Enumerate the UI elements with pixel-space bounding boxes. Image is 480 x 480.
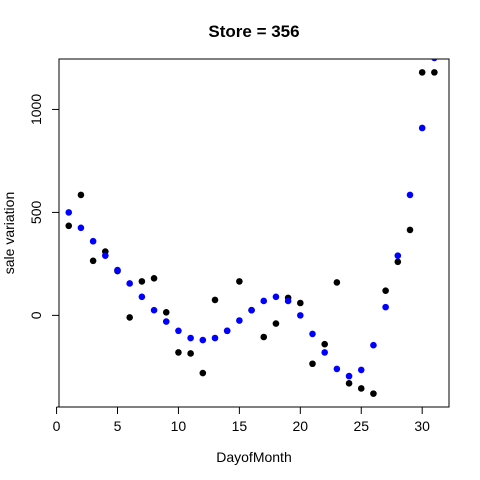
blue-data-point: [89, 237, 97, 245]
blue-data-point: [309, 330, 316, 338]
blue-data-point: [394, 252, 402, 259]
black-data-point: [321, 340, 328, 348]
blue-data-point: [102, 252, 109, 259]
black-data-point: [260, 333, 268, 341]
black-data-point: [150, 275, 158, 282]
x-tick-label: 10: [171, 418, 187, 434]
blue-data-point: [370, 341, 377, 349]
blue-data-point: [431, 59, 438, 62]
blue-data-point: [345, 372, 353, 380]
x-axis: 0 5 10 15 20 25 30: [53, 406, 430, 434]
x-tick-label: 20: [293, 418, 309, 434]
y-axis: 0 500 1000: [28, 94, 60, 319]
blue-data-point: [260, 297, 268, 305]
black-data-point: [406, 226, 414, 234]
blue-data-point: [138, 293, 146, 301]
black-data-point: [394, 258, 402, 266]
blue-data-point: [321, 349, 328, 356]
black-data-point: [236, 278, 243, 285]
black-data-point: [77, 191, 85, 199]
blue-data-point: [126, 280, 133, 287]
black-data-point: [431, 69, 438, 76]
blue-data-point: [406, 191, 414, 199]
plot-frame: [58, 58, 450, 408]
blue-data-point: [65, 209, 73, 216]
black-data-point: [370, 390, 377, 397]
black-data-point: [138, 278, 146, 285]
blue-data-point: [114, 266, 121, 274]
black-data-point: [297, 299, 304, 307]
black-data-point: [345, 380, 353, 387]
data-points: [65, 59, 438, 397]
blue-data-point: [162, 318, 170, 325]
x-tick-label: 25: [353, 418, 369, 434]
black-data-point: [418, 69, 426, 76]
y-tick-label: 500: [28, 201, 44, 225]
x-tick-label: 5: [114, 418, 122, 434]
blue-data-point: [150, 306, 158, 314]
x-axis-label: DayofMonth: [216, 449, 291, 465]
y-tick-label: 0: [28, 311, 44, 319]
blue-data-point: [357, 366, 365, 374]
black-data-point: [333, 279, 341, 286]
blue-data-point: [199, 336, 207, 344]
blue-data-point: [175, 327, 182, 335]
blue-data-point: [223, 327, 231, 335]
black-data-point: [272, 320, 280, 327]
blue-data-point: [382, 303, 389, 311]
black-data-point: [199, 369, 207, 377]
black-data-point: [175, 349, 182, 356]
black-data-point: [89, 257, 97, 265]
blue-data-point: [187, 334, 194, 342]
x-tick-label: 15: [232, 418, 248, 434]
black-data-point: [357, 385, 365, 392]
black-data-point: [162, 308, 170, 316]
chart-title: Store = 356: [208, 22, 299, 41]
black-data-point: [126, 314, 133, 321]
black-data-point: [65, 222, 73, 230]
blue-data-point: [272, 293, 280, 301]
blue-data-point: [418, 124, 426, 132]
blue-data-point: [77, 224, 85, 232]
black-data-point: [187, 350, 194, 357]
blue-data-point: [333, 365, 341, 373]
y-axis-label: sale variation: [1, 192, 17, 275]
black-data-point: [211, 296, 219, 304]
blue-data-point: [284, 297, 292, 305]
blue-data-point: [297, 312, 304, 319]
black-data-point: [382, 287, 389, 294]
blue-data-point: [211, 334, 219, 342]
blue-data-point: [248, 306, 255, 314]
blue-data-point: [236, 317, 243, 324]
black-data-point: [309, 360, 316, 368]
x-tick-label: 30: [414, 418, 430, 434]
x-tick-label: 0: [53, 418, 61, 434]
y-tick-label: 1000: [28, 94, 44, 125]
